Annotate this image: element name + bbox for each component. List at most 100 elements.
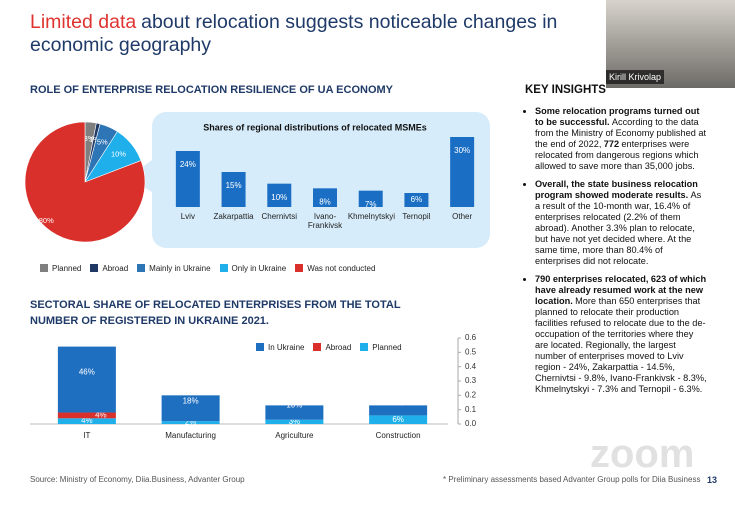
legend-swatch	[295, 264, 304, 272]
legend-swatch	[40, 264, 48, 272]
value-label: 6%	[392, 415, 404, 424]
legend-label: In Ukraine	[268, 343, 305, 352]
pie-label: 5%	[97, 137, 108, 146]
x-tick-label: Construction	[376, 431, 421, 440]
watermark: zoom	[590, 432, 695, 476]
bullet-text: As a result of the 10-month war, 16.4% o…	[535, 190, 702, 266]
bullet: Some relocation programs turned out to b…	[535, 106, 707, 172]
bar-segment	[161, 421, 220, 424]
x-tick-label: Ivano-Frankivsk	[307, 212, 343, 230]
value-label: 4%	[81, 416, 93, 425]
x-tick-label: Lviv	[180, 212, 195, 221]
legend-item: Abroad	[313, 343, 351, 352]
value-label: 46%	[79, 368, 95, 377]
bullet-text: 772	[603, 139, 620, 149]
value-label: 7%	[365, 200, 377, 209]
bar-segment	[57, 346, 116, 413]
bar-segment	[57, 418, 116, 424]
y2-tick-label: 0.4	[465, 362, 477, 371]
bar-segment	[369, 415, 428, 424]
legend: Planned Abroad Mainly in Ukraine Only in Uk…	[40, 264, 375, 273]
value-label: 10%	[286, 401, 302, 410]
value-label: 2%	[185, 418, 197, 427]
bullet-list: Some relocation programs turned out to b…	[519, 106, 707, 395]
legend-item: Planned	[360, 343, 402, 352]
value-label: 6%	[411, 195, 423, 204]
value-label: 30%	[454, 146, 470, 155]
y2-tick-label: 0.6	[465, 333, 477, 342]
bar-segment	[265, 419, 324, 424]
x-tick-label: IT	[83, 431, 90, 440]
chart-title: Shares of regional distributions of relo…	[203, 122, 427, 132]
x-tick-label: Agriculture	[275, 431, 314, 440]
bar	[404, 193, 429, 207]
bar	[313, 188, 337, 207]
legend: In Ukraine Abroad Planned	[256, 343, 402, 352]
title-rest: about relocation suggests noticeable cha…	[30, 11, 558, 56]
bar	[175, 151, 200, 207]
y2-tick-label: 0.3	[465, 376, 477, 385]
bullet-text: According to the data from the Ministry …	[535, 117, 707, 149]
legend-item: Planned	[40, 264, 81, 273]
y2-tick-label: 0.1	[465, 405, 477, 414]
value-label: 10%	[271, 193, 287, 202]
source: Source: Ministry of Economy, Diia.Busine…	[30, 475, 245, 484]
slide-title: Limited data about relocation suggests no…	[30, 11, 630, 57]
insights-list: Some relocation programs turned out to b…	[519, 106, 707, 402]
legend-swatch	[360, 343, 369, 351]
speaker-name: Kirill Krivolap	[606, 70, 665, 84]
x-tick-label: Ternopil	[402, 212, 431, 221]
bar-segment	[57, 412, 116, 419]
legend-label: Planned	[372, 343, 402, 352]
bullet-text: 790 enterprises relocated, 623 of which …	[535, 274, 707, 306]
legend-item: Mainly in Ukraine	[137, 264, 211, 273]
footnote: * Preliminary assessments based Advanter…	[443, 475, 701, 484]
legend-label: Planned	[52, 264, 82, 273]
section-heading: ROLE OF ENTERPRISE RELOCATION RESILIENCE…	[30, 84, 394, 96]
y2-tick-label: 0.0	[465, 419, 477, 428]
callout	[152, 112, 490, 248]
value-label: 3%	[289, 417, 301, 426]
bullet: Overall, the state business relocation p…	[535, 179, 707, 267]
pie-label: 10%	[111, 150, 126, 159]
legend-label: Mainly in Ukraine	[149, 264, 211, 273]
bullet-text: Overall, the state business relocation p…	[535, 179, 698, 200]
value-label: 24%	[180, 160, 196, 169]
legend-item: Only in Ukraine	[219, 264, 286, 273]
legend-swatch	[256, 343, 264, 351]
bullet-text: More than 650 enterprises that planned t…	[535, 296, 707, 394]
legend-label: Was not conducted	[307, 264, 376, 273]
bullet-text: Some relocation programs turned out to b…	[535, 106, 700, 127]
legend-swatch	[137, 264, 146, 272]
bar	[267, 183, 292, 207]
legend-swatch	[313, 343, 322, 351]
title-highlight: Limited data	[30, 11, 137, 33]
pie-label: 80%	[39, 216, 54, 225]
x-tick-label: Chernivtsi	[261, 212, 298, 221]
pie-slice	[24, 121, 146, 243]
bar-segment	[369, 405, 428, 416]
bar	[358, 190, 383, 207]
x-tick-label: Zakarpattia	[213, 212, 254, 221]
value-label: 15%	[226, 181, 242, 190]
y2-tick-label: 0.5	[465, 347, 477, 356]
bullet-text: enterprises were relocated from dangerou…	[535, 139, 699, 171]
x-tick-label: Khmelnytskyi	[347, 212, 395, 221]
page-number: 13	[707, 475, 718, 485]
value-label: 8%	[319, 197, 331, 206]
bar	[221, 172, 246, 207]
bar-segment	[265, 405, 324, 420]
value-label: 18%	[183, 396, 199, 405]
bar-segment	[161, 395, 220, 422]
bullet: 790 enterprises relocated, 623 of which …	[535, 274, 707, 395]
pie-label: 3%	[84, 134, 95, 143]
bar	[450, 137, 475, 207]
x-tick-label: Other	[452, 212, 473, 221]
y2-tick-label: 0.2	[465, 390, 477, 399]
legend-label: Abroad	[102, 264, 129, 273]
legend-item: Abroad	[90, 264, 128, 273]
legend-item: Was not conducted	[295, 264, 375, 273]
section-heading: SECTORAL SHARE OF RELOCATED ENTERPRISES …	[30, 299, 401, 327]
